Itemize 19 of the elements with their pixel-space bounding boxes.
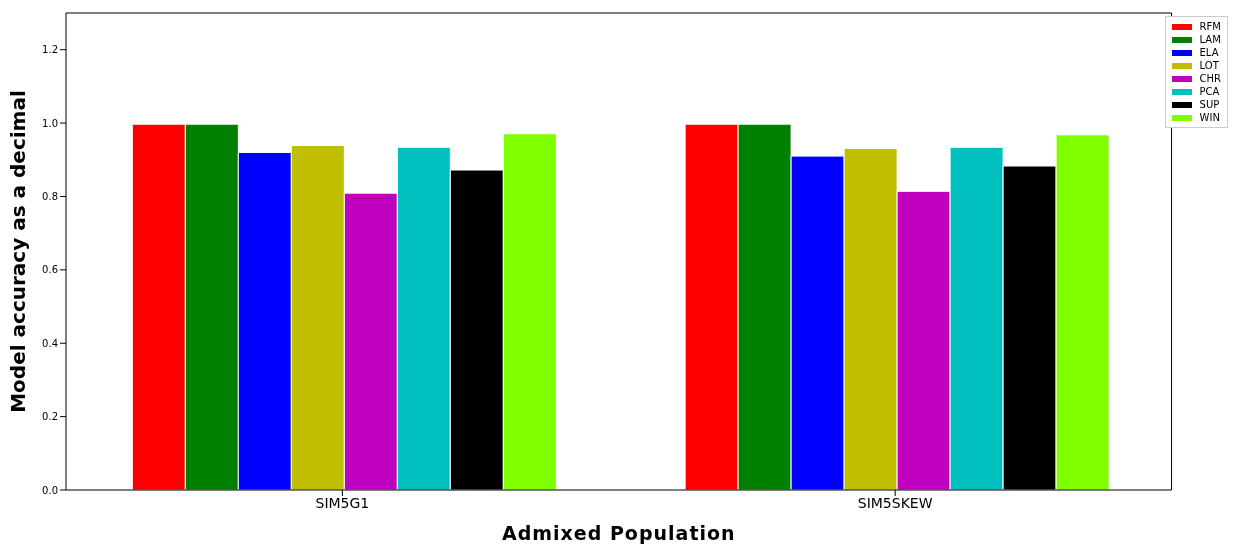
y-tick-label: 1.2 xyxy=(42,44,58,56)
legend-label: PCA xyxy=(1199,86,1220,97)
legend-label: WIN xyxy=(1199,112,1220,123)
y-tick-label: 0.0 xyxy=(42,484,58,496)
y-tick-label: 0.4 xyxy=(42,337,58,349)
y-tick-label: 0.6 xyxy=(42,264,58,276)
x-tick-label: SIM5SKEW xyxy=(857,494,933,511)
y-tick-label: 0.2 xyxy=(42,411,58,423)
legend-label: LAM xyxy=(1199,34,1221,45)
y-tick-label: 0.8 xyxy=(42,191,58,203)
legend-label: SUP xyxy=(1199,99,1220,110)
x-tick-label: SIM5G1 xyxy=(315,494,370,511)
legend-label: CHR xyxy=(1199,73,1221,84)
legend-label: RFM xyxy=(1199,21,1221,32)
legend-label: LOT xyxy=(1199,60,1219,71)
y-tick-label: 1.0 xyxy=(42,117,58,129)
x-axis-title: Admixed Population xyxy=(501,522,736,544)
legend-label: ELA xyxy=(1199,47,1219,58)
y-axis-title: Model accuracy as a decimal xyxy=(6,90,31,413)
